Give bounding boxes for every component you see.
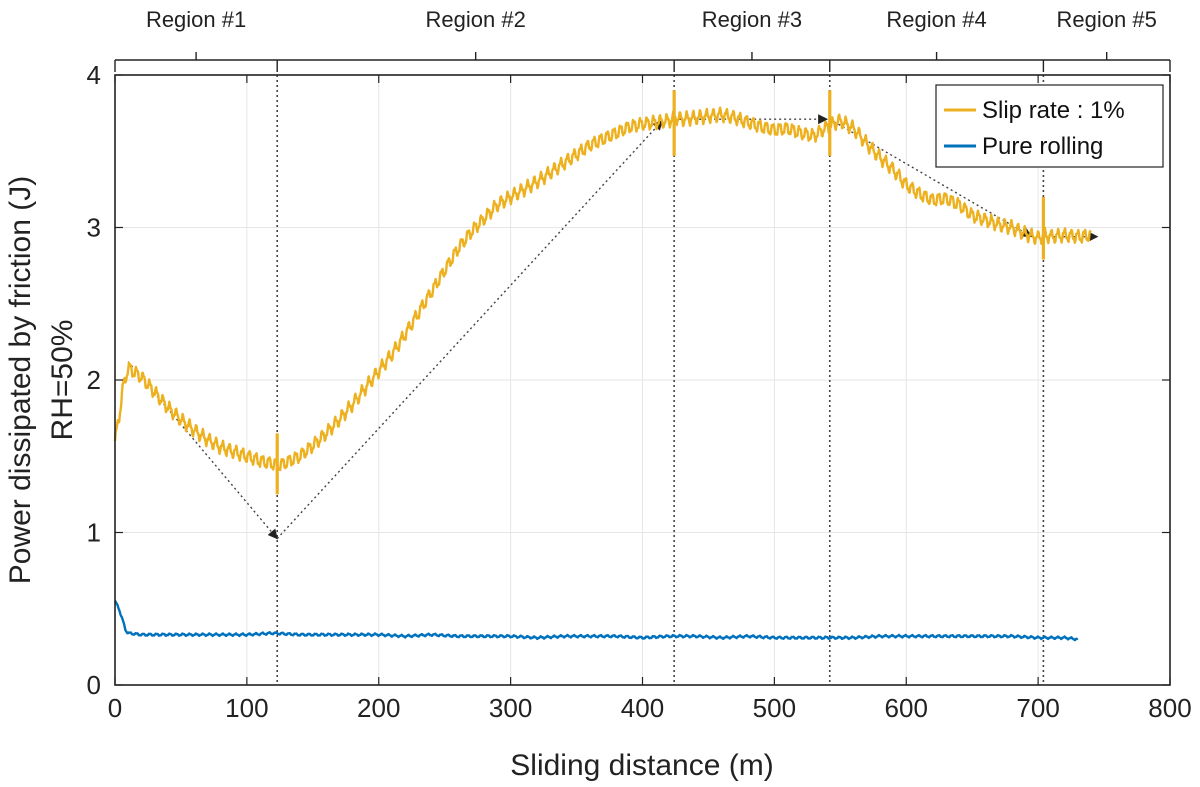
legend: Slip rate : 1% Pure rolling xyxy=(935,84,1164,168)
region-label: Region #3 xyxy=(702,7,802,32)
region-label: Region #2 xyxy=(426,7,526,32)
y-tick-label: 0 xyxy=(87,670,101,700)
x-tick-label: 500 xyxy=(753,693,796,723)
x-tick-label: 400 xyxy=(621,693,664,723)
x-tick-label: 800 xyxy=(1148,693,1191,723)
transition-markers xyxy=(275,90,1046,495)
legend-box xyxy=(935,84,1164,168)
trend-arrow xyxy=(127,361,278,540)
y-tick-label: 1 xyxy=(87,518,101,548)
y-tick-label: 2 xyxy=(87,365,101,395)
region-label: Region #5 xyxy=(1057,7,1157,32)
region-brackets: Region #1 Region #2 Region #3 Region #4 Regi… xyxy=(114,7,1171,72)
region-label: Region #1 xyxy=(146,7,246,32)
x-tick-label: 600 xyxy=(885,693,928,723)
region-boundaries xyxy=(276,75,1045,685)
legend-label-rolling: Pure rolling xyxy=(982,133,1103,160)
legend-label-slip: Slip rate : 1% xyxy=(982,97,1125,124)
y-tick-label: 4 xyxy=(87,60,101,90)
axis-ticks: 0 100 200 300 400 500 600 700 800 0 1 2 3 4 xyxy=(87,60,1192,723)
x-axis-label: Sliding distance (m) xyxy=(510,749,773,782)
x-tick-label: 200 xyxy=(357,693,400,723)
trend-arrow xyxy=(829,118,1033,238)
x-tick-label: 700 xyxy=(1016,693,1059,723)
y-axis-label: Power dissipated by friction (J) xyxy=(4,176,37,585)
x-tick-label: 300 xyxy=(489,693,532,723)
y-axis-label-rh: RH=50% xyxy=(46,320,79,441)
series-line-rolling xyxy=(114,600,1079,642)
x-tick-label: 100 xyxy=(225,693,268,723)
y-tick-label: 3 xyxy=(87,213,101,243)
x-tick-label: 0 xyxy=(108,693,122,723)
region-label: Region #4 xyxy=(886,7,986,32)
